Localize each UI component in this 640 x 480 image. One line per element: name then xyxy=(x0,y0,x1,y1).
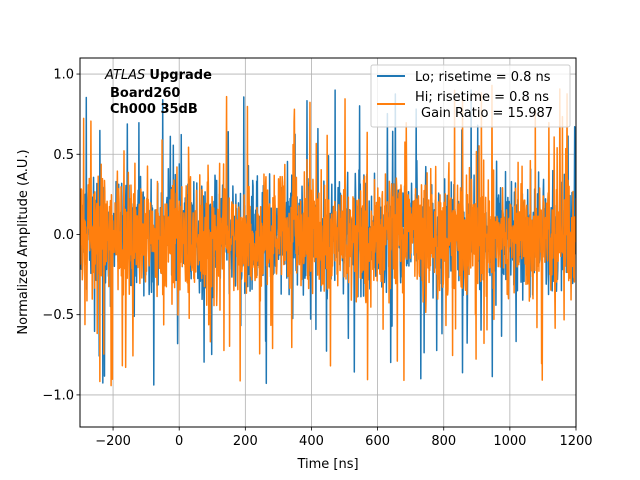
x-tick-label: 200 xyxy=(233,434,258,449)
upgrade-label: Upgrade xyxy=(149,68,212,83)
atlas-annotation: ATLAS Upgrade Board260 Ch000 35dB xyxy=(104,68,212,117)
series-layer xyxy=(80,84,576,387)
series-line-1 xyxy=(80,84,576,387)
y-tick-label: 0.0 xyxy=(53,228,74,243)
board-label: Board260 xyxy=(110,86,180,101)
legend-box xyxy=(370,64,571,128)
legend-gain-ratio: Gain Ratio = 15.987 xyxy=(421,106,553,121)
svg-text:ATLAS Upgrade: ATLAS Upgrade xyxy=(104,68,212,83)
x-tick-label: 600 xyxy=(365,434,390,449)
x-axis-ticks: −200 0 200 400 600 800 1000 1200 xyxy=(95,427,593,449)
legend-entry-hi: Hi; risetime = 0.8 ns xyxy=(415,90,549,105)
x-axis-label: Time [ns] xyxy=(296,457,358,472)
channel-label: Ch000 35dB xyxy=(110,102,198,117)
y-tick-label: −0.5 xyxy=(42,308,74,323)
y-tick-label: 0.5 xyxy=(53,148,74,163)
y-tick-label: −1.0 xyxy=(42,388,74,403)
legend-entry-lo: Lo; risetime = 0.8 ns xyxy=(415,70,551,85)
y-tick-label: 1.0 xyxy=(53,68,74,83)
x-tick-label: 800 xyxy=(431,434,456,449)
x-tick-label: 1200 xyxy=(559,434,592,449)
y-axis-ticks: −1.0 −0.5 0.0 0.5 1.0 xyxy=(42,68,80,403)
atlas-label: ATLAS xyxy=(104,68,145,83)
x-tick-label: 1000 xyxy=(493,434,526,449)
plot-frame xyxy=(79,57,577,428)
x-tick-label: −200 xyxy=(95,434,131,449)
y-axis-label: Normalized Amplitude (A.U.) xyxy=(16,149,31,334)
x-tick-label: 0 xyxy=(175,434,183,449)
x-tick-label: 400 xyxy=(299,434,324,449)
legend: Lo; risetime = 0.8 ns Hi; risetime = 0.8… xyxy=(370,64,571,128)
